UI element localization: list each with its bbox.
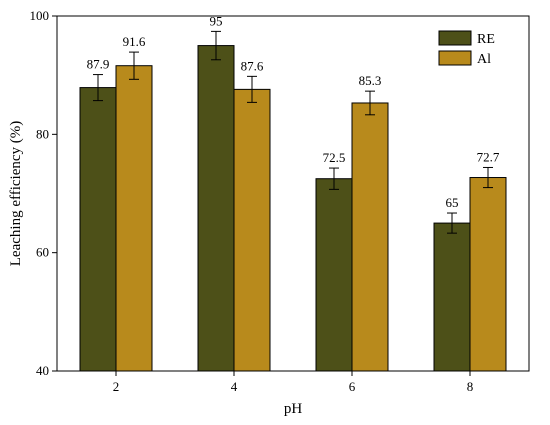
bar-al-6: [351, 102, 389, 372]
legend-label-al: Al: [477, 52, 491, 67]
x-axis-label: pH: [284, 401, 303, 417]
x-axis-ticks: 2 4 6 8: [113, 371, 474, 394]
x-tick-label: 2: [113, 379, 120, 394]
y-axis-ticks: 40 60 80 100: [30, 8, 57, 378]
x-tick-label: 6: [349, 379, 356, 394]
y-tick-label: 40: [36, 363, 49, 378]
data-label: 87.6: [241, 58, 264, 73]
y-axis-label: Leaching efficiency (%): [8, 121, 24, 266]
y-tick-label: 60: [36, 245, 49, 260]
x-tick-label: 8: [467, 379, 474, 394]
data-label: 72.7: [477, 149, 500, 164]
bar-re-2: [79, 87, 117, 372]
legend-label-re: RE: [477, 32, 495, 47]
data-label: 85.3: [359, 73, 382, 88]
bar-al-4: [233, 88, 271, 372]
data-label: 65: [446, 195, 459, 210]
data-labels-layer: 87.9 95 72.5 65 91.6 87.6 85.3 72.7: [87, 13, 500, 210]
legend-swatch-re: [438, 30, 472, 46]
data-label: 87.9: [87, 57, 110, 72]
error-bars-layer: [93, 30, 493, 234]
plot-frame: [56, 15, 530, 372]
bar-al-2: [115, 65, 153, 372]
bar-re-8: [433, 222, 471, 372]
bar-re-6: [315, 178, 353, 372]
y-tick-label: 100: [30, 8, 50, 23]
data-label: 95: [210, 13, 223, 28]
data-label: 72.5: [323, 150, 346, 165]
x-tick-label: 4: [231, 379, 238, 394]
bars-layer: [79, 45, 507, 372]
y-tick-label: 80: [36, 126, 49, 141]
legend: RE Al: [438, 30, 495, 67]
bar-re-4: [197, 45, 235, 372]
legend-swatch-al: [438, 50, 472, 66]
data-label: 91.6: [123, 34, 146, 49]
bar-al-8: [469, 177, 507, 372]
